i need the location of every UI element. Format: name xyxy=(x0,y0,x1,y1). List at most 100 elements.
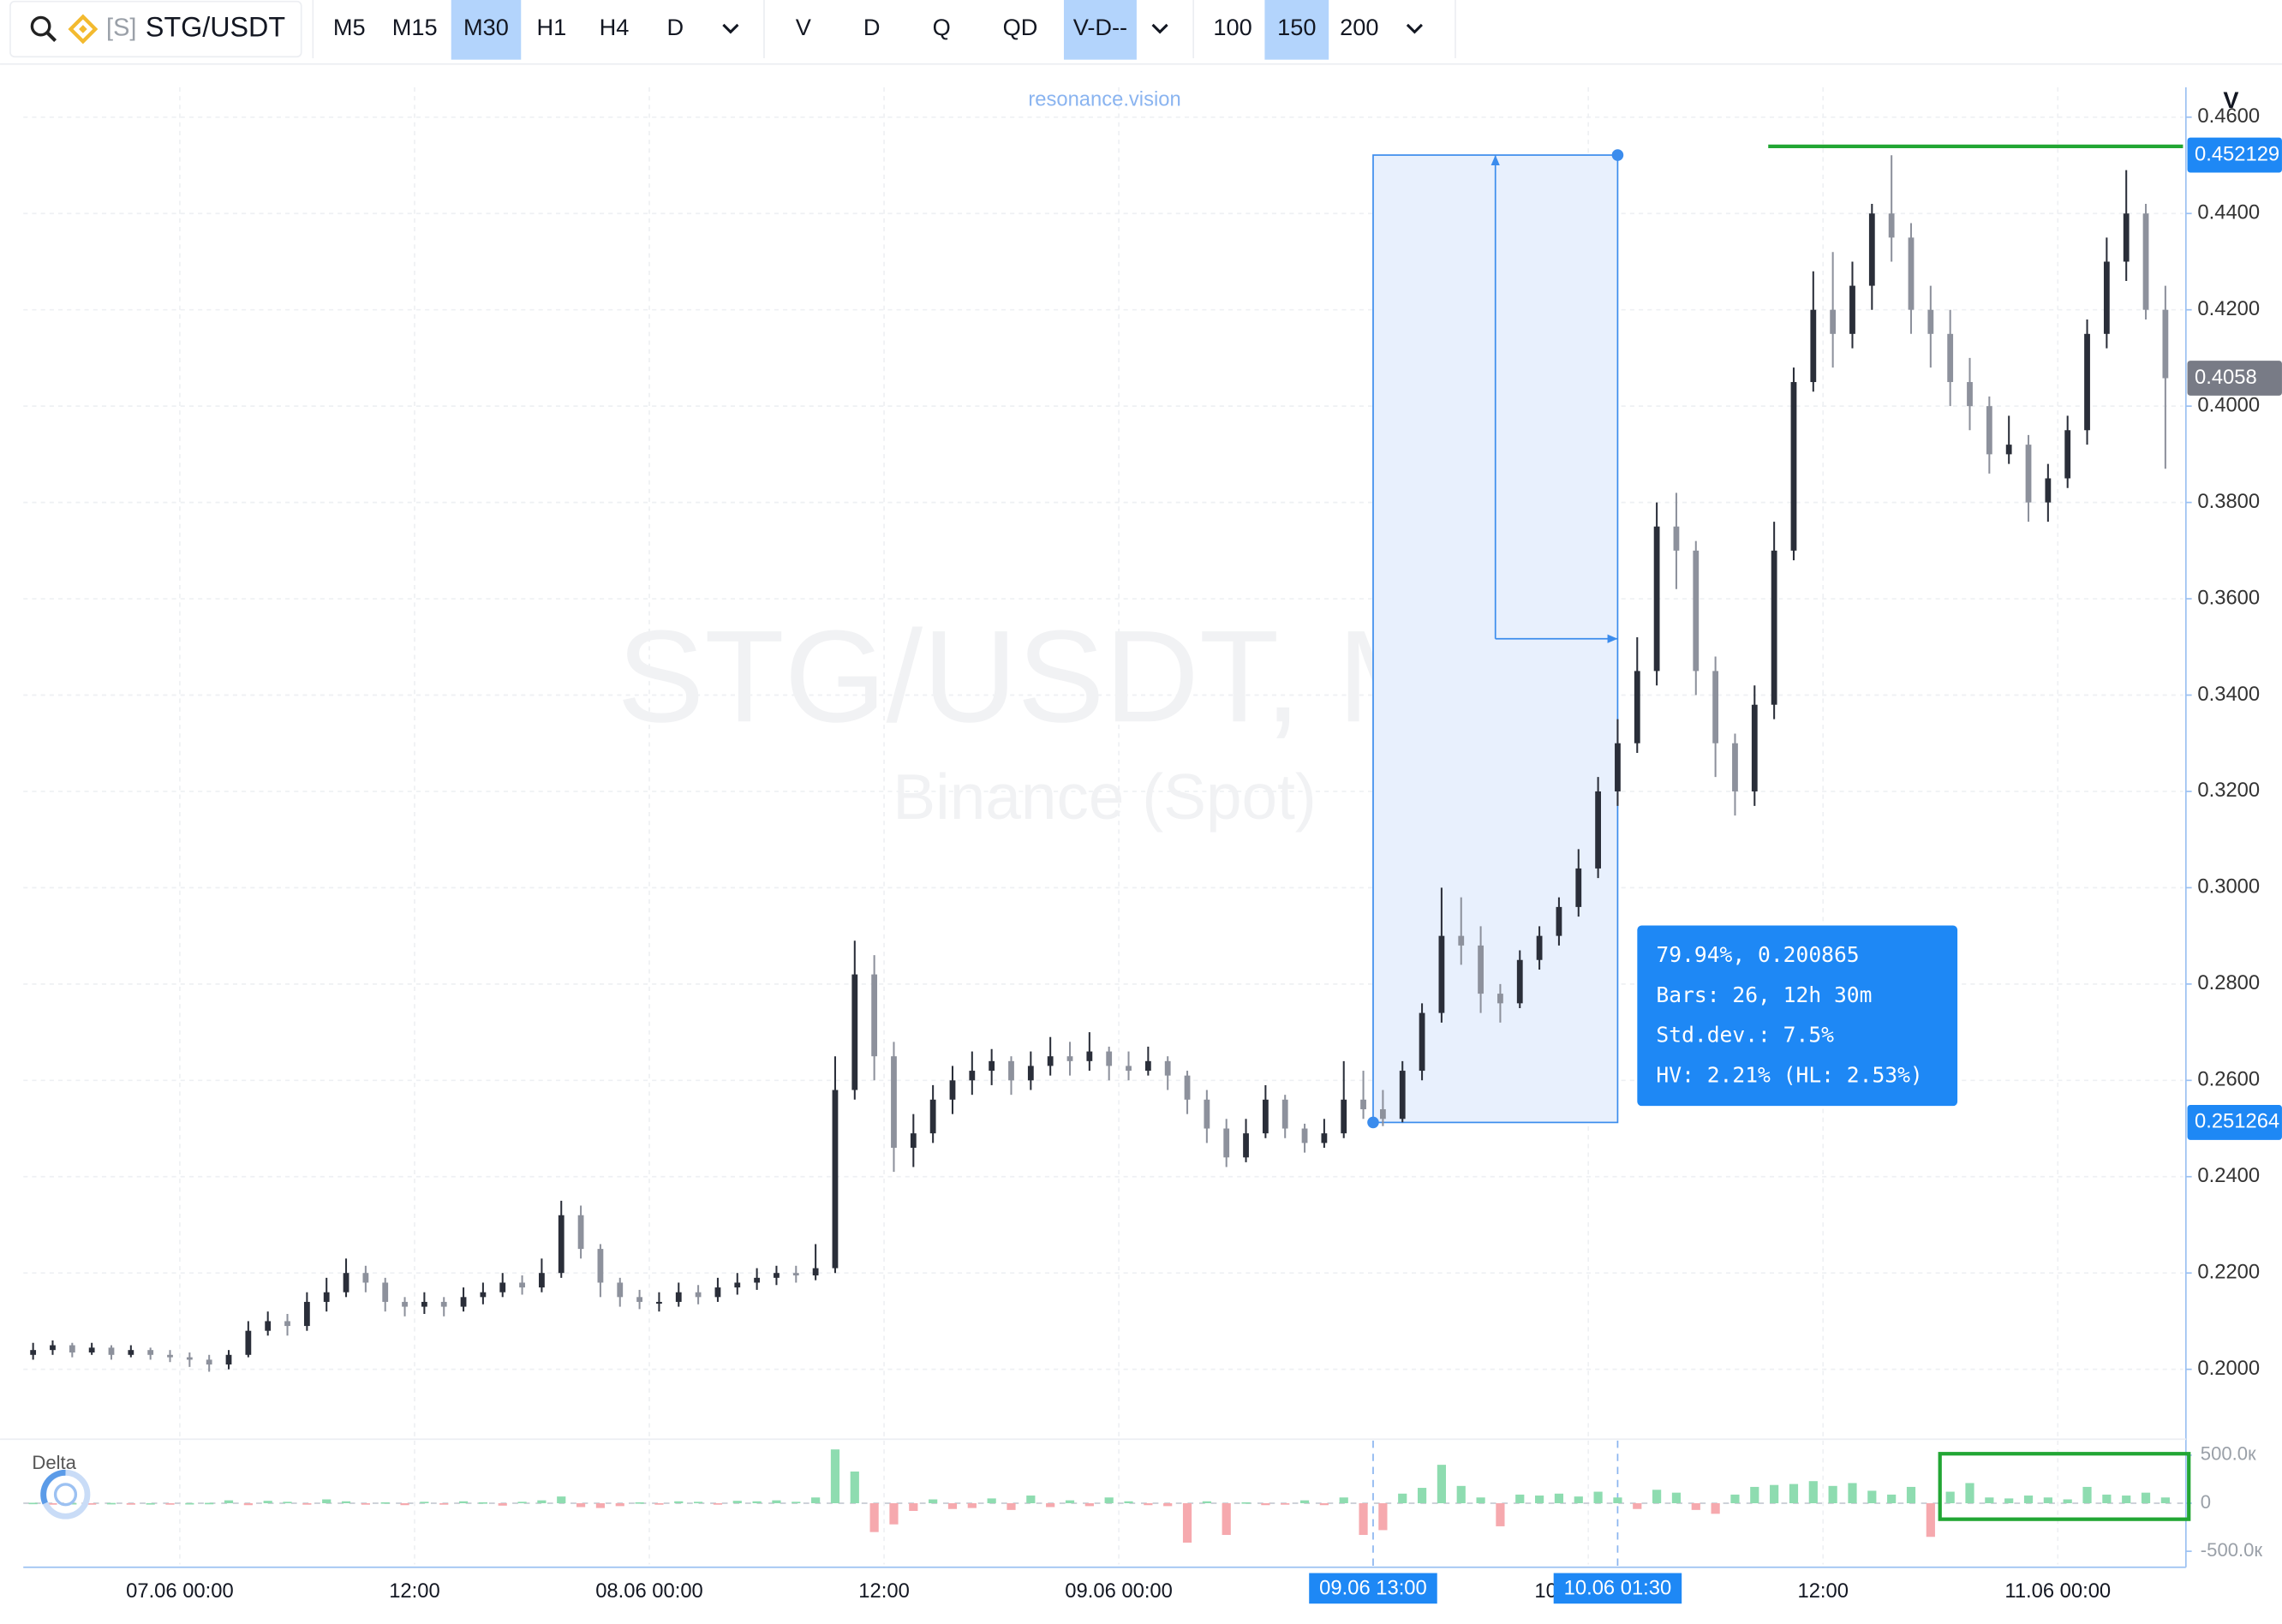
toolbar-button[interactable]: D xyxy=(863,14,881,40)
delta-bar xyxy=(889,1503,899,1525)
delta-bar xyxy=(341,1501,351,1504)
price-label: 0.4058 xyxy=(2195,366,2257,389)
y-tick-label: 0.2600 xyxy=(2197,1068,2260,1091)
candle-body xyxy=(1478,945,1484,994)
candle-body xyxy=(245,1330,252,1355)
x-tick-label: 11.06 00:00 xyxy=(2004,1579,2111,1603)
toolbar-button[interactable]: V xyxy=(796,14,811,40)
delta-bar xyxy=(1437,1465,1447,1504)
delta-bar xyxy=(967,1503,977,1508)
candle-body xyxy=(1908,237,1915,310)
symbol[interactable]: STG/USDT xyxy=(146,12,285,43)
delta-bar xyxy=(1241,1502,1251,1504)
candle-body xyxy=(362,1273,369,1283)
candle-body xyxy=(949,1080,956,1100)
delta-icon xyxy=(40,1469,91,1520)
candle-body xyxy=(1341,1099,1347,1134)
search-icon[interactable] xyxy=(30,15,51,37)
delta-bar xyxy=(694,1502,703,1504)
delta-bar xyxy=(302,1503,312,1505)
measure-info: 79.94%, 0.200865 xyxy=(1656,942,1859,967)
delta-bar xyxy=(1046,1503,1055,1508)
candle-body xyxy=(480,1292,487,1298)
toolbar-button[interactable]: V-D-- xyxy=(1073,14,1127,40)
candle-body xyxy=(167,1354,173,1358)
candle-body xyxy=(519,1282,525,1288)
delta-bar xyxy=(2063,1499,2072,1504)
candle-body xyxy=(1693,550,1700,672)
dropdown-chevron[interactable] xyxy=(722,23,739,34)
toolbar-button[interactable]: H1 xyxy=(537,14,567,40)
delta-bar xyxy=(654,1503,664,1505)
candle-body xyxy=(323,1292,330,1302)
y-tick-label: 0.3600 xyxy=(2197,586,2260,609)
y-tick-label: 0.3200 xyxy=(2197,779,2260,802)
price-label-bg xyxy=(2187,1105,2282,1140)
delta-bar xyxy=(1593,1491,1603,1504)
toolbar-button[interactable]: D xyxy=(667,14,684,40)
candle-body xyxy=(1419,1012,1425,1072)
candle-body xyxy=(2162,309,2169,379)
candle-body xyxy=(1497,994,1503,1004)
candle-body xyxy=(636,1297,642,1302)
toolbar-button[interactable]: Q xyxy=(933,14,951,40)
delta-bar xyxy=(1144,1503,1153,1506)
measure-info: HV: 2.21% (HL: 2.53%) xyxy=(1656,1062,1922,1087)
candle-body xyxy=(577,1215,584,1250)
candle-body xyxy=(284,1321,290,1327)
candle-body xyxy=(2025,445,2032,503)
candle-body xyxy=(1126,1066,1132,1072)
candle-body xyxy=(1888,213,1895,238)
delta-bar xyxy=(2023,1496,2034,1504)
toolbar-button[interactable]: 200 xyxy=(1340,14,1378,40)
candle-body xyxy=(2142,213,2149,310)
x-tick-label: 12:00 xyxy=(389,1579,439,1603)
candle-body xyxy=(128,1350,134,1355)
toolbar-button[interactable]: 150 xyxy=(1277,14,1316,40)
delta-bar xyxy=(498,1503,507,1506)
candle-body xyxy=(440,1301,447,1307)
toolbar-button[interactable]: QD xyxy=(1003,14,1038,40)
candle-body xyxy=(1830,309,1837,334)
axis-corner-label[interactable]: V xyxy=(2223,87,2238,113)
delta-bar xyxy=(1534,1496,1544,1504)
candle-body xyxy=(910,1133,917,1149)
delta-bar xyxy=(1730,1494,1740,1504)
delta-bar xyxy=(380,1502,390,1504)
active-button xyxy=(1063,0,1137,60)
delta-bar xyxy=(537,1500,547,1504)
toolbar-button[interactable]: H4 xyxy=(600,14,630,40)
toolbar-button[interactable]: M30 xyxy=(463,14,509,40)
candle-body xyxy=(1556,906,1562,936)
delta-bar xyxy=(2160,1497,2170,1504)
y-tick-label: 0.3000 xyxy=(2197,875,2260,899)
toolbar-button[interactable]: M15 xyxy=(392,14,438,40)
measure-handle[interactable] xyxy=(1611,149,1624,161)
y-tick-label: 0.2400 xyxy=(2197,1164,2260,1187)
delta-bar xyxy=(674,1501,684,1504)
delta-bar xyxy=(185,1502,194,1505)
delta-bar xyxy=(243,1503,253,1506)
measure-tooltip xyxy=(1637,925,1958,1107)
delta-bar xyxy=(2141,1492,2151,1504)
y-tick-label: 500.0к xyxy=(2201,1443,2256,1465)
candle-body xyxy=(1868,213,1875,286)
toolbar-button[interactable]: 100 xyxy=(1213,14,1252,40)
delta-bar xyxy=(205,1502,214,1505)
dropdown-chevron[interactable] xyxy=(1406,23,1423,34)
candle-body xyxy=(421,1301,427,1307)
candle-body xyxy=(792,1273,799,1276)
dropdown-chevron[interactable] xyxy=(1151,23,1168,34)
candle-body xyxy=(1458,935,1465,946)
measure-handle[interactable] xyxy=(1367,1116,1379,1129)
delta-bar xyxy=(1789,1484,1799,1504)
delta-bar xyxy=(1182,1503,1192,1543)
y-tick-label: -500.0к xyxy=(2201,1539,2263,1561)
delta-bar xyxy=(1496,1503,1505,1526)
delta-bar xyxy=(458,1501,469,1504)
candle-body xyxy=(265,1321,272,1331)
delta-bar xyxy=(1906,1486,1916,1504)
toolbar-button[interactable]: M5 xyxy=(333,14,366,40)
